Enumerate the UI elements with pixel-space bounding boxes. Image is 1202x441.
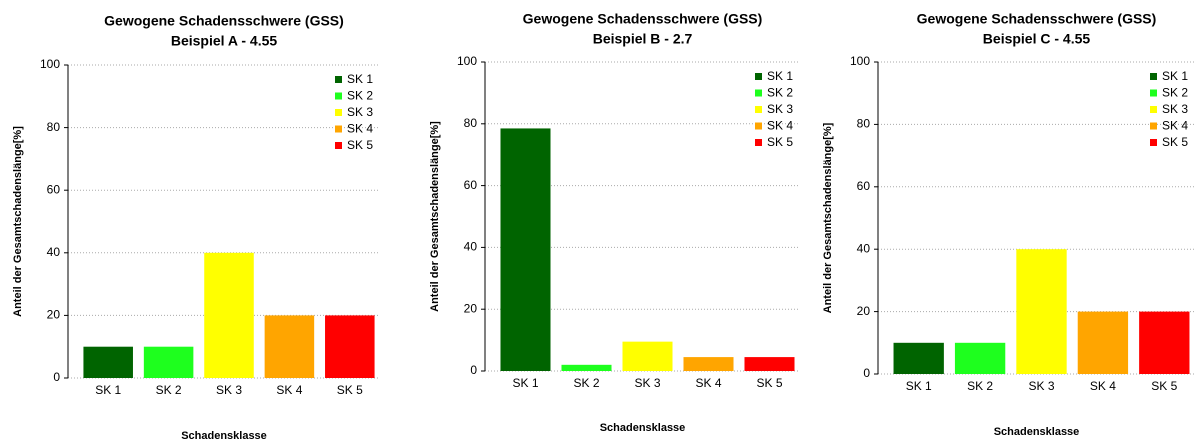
bar xyxy=(264,315,315,378)
chart-subtitle: Beispiel C - 4.55 xyxy=(983,31,1091,47)
x-tick-label: SK 3 xyxy=(634,376,660,390)
y-tick-label: 100 xyxy=(457,54,477,68)
y-tick-label: 20 xyxy=(47,308,61,322)
bar xyxy=(744,357,795,371)
chart-title: Gewogene Schadensschwere (GSS) xyxy=(523,11,763,27)
legend-swatch xyxy=(1150,73,1157,80)
bar xyxy=(204,252,254,378)
y-tick-label: 0 xyxy=(53,370,60,384)
legend-label: SK 4 xyxy=(1162,119,1188,133)
x-tick-label: SK 2 xyxy=(573,376,599,390)
legend-swatch xyxy=(1150,122,1157,130)
legend-label: SK 3 xyxy=(767,102,793,116)
legend-label: SK 5 xyxy=(767,135,793,149)
legend-swatch xyxy=(335,125,342,133)
y-tick-label: 80 xyxy=(464,116,478,130)
legend-swatch xyxy=(755,89,762,97)
legend-label: SK 2 xyxy=(1162,86,1188,100)
x-tick-label: SK 3 xyxy=(216,383,242,397)
y-tick-label: 0 xyxy=(863,366,870,380)
x-tick-label: SK 1 xyxy=(95,383,121,397)
y-tick-label: 40 xyxy=(857,241,871,255)
x-tick-label: SK 1 xyxy=(906,379,932,393)
chart-subtitle: Beispiel A - 4.55 xyxy=(171,33,278,49)
bar xyxy=(500,128,551,371)
x-tick-label: SK 3 xyxy=(1028,379,1054,393)
legend-label: SK 3 xyxy=(1162,102,1188,116)
x-axis-label: Schadensklasse xyxy=(181,430,267,441)
legend-swatch xyxy=(755,73,762,80)
y-tick-label: 60 xyxy=(47,182,61,196)
legend-swatch xyxy=(335,109,342,116)
bar xyxy=(622,341,673,371)
y-tick-label: 100 xyxy=(850,54,870,68)
legend-label: SK 2 xyxy=(347,89,373,103)
legend-swatch xyxy=(1150,106,1157,113)
y-tick-label: 40 xyxy=(47,245,61,259)
legend-swatch xyxy=(335,76,342,83)
y-tick-label: 0 xyxy=(470,363,477,377)
legend-label: SK 5 xyxy=(1162,135,1188,149)
bar xyxy=(143,346,194,378)
bar xyxy=(83,346,133,378)
chart-title: Gewogene Schadensschwere (GSS) xyxy=(104,13,344,29)
x-axis-label: Schadensklasse xyxy=(994,426,1080,438)
x-tick-label: SK 5 xyxy=(337,383,363,397)
chart-title: Gewogene Schadensschwere (GSS) xyxy=(917,11,1157,27)
y-tick-label: 20 xyxy=(857,304,871,318)
legend-swatch xyxy=(755,106,762,113)
y-axis-label: Anteil der Gesamtschadenslänge[%] xyxy=(822,122,834,313)
legend-swatch xyxy=(335,92,342,100)
bar xyxy=(561,364,612,371)
x-tick-label: SK 5 xyxy=(1151,379,1177,393)
legend-swatch xyxy=(755,122,762,130)
bar xyxy=(683,357,734,371)
legend-swatch xyxy=(1150,139,1157,146)
y-axis-label: Anteil der Gesamtschadenslänge[%] xyxy=(429,121,441,312)
y-tick-label: 40 xyxy=(464,240,478,254)
legend-swatch xyxy=(755,139,762,146)
x-tick-label: SK 1 xyxy=(512,376,538,390)
x-tick-label: SK 5 xyxy=(756,376,782,390)
y-axis-label: Anteil der Gesamtschadenslänge[%] xyxy=(12,126,24,317)
bar xyxy=(325,315,375,378)
legend-label: SK 1 xyxy=(1162,69,1188,83)
y-tick-label: 20 xyxy=(464,301,478,315)
y-tick-label: 60 xyxy=(464,178,478,192)
legend-swatch xyxy=(1150,89,1157,97)
legend-label: SK 4 xyxy=(767,119,793,133)
x-tick-label: SK 4 xyxy=(1090,379,1116,393)
bar xyxy=(1016,249,1067,374)
bar xyxy=(1077,311,1129,374)
x-tick-label: SK 4 xyxy=(695,376,721,390)
legend-swatch xyxy=(335,142,342,149)
legend-label: SK 4 xyxy=(347,122,373,136)
x-tick-label: SK 2 xyxy=(156,383,182,397)
bar xyxy=(954,342,1006,374)
legend-label: SK 2 xyxy=(767,86,793,100)
legend-label: SK 5 xyxy=(347,138,373,152)
x-tick-label: SK 2 xyxy=(967,379,993,393)
x-tick-label: SK 4 xyxy=(276,383,302,397)
legend-label: SK 1 xyxy=(347,72,373,86)
y-tick-label: 60 xyxy=(857,179,871,193)
bar xyxy=(893,342,944,374)
chart-subtitle: Beispiel B - 2.7 xyxy=(593,31,693,47)
y-tick-label: 80 xyxy=(857,117,871,131)
legend-label: SK 1 xyxy=(767,69,793,83)
legend-label: SK 3 xyxy=(347,105,373,119)
x-axis-label: Schadensklasse xyxy=(600,422,686,434)
y-tick-label: 100 xyxy=(40,57,60,71)
bar xyxy=(1139,311,1190,374)
y-tick-label: 80 xyxy=(47,120,61,134)
